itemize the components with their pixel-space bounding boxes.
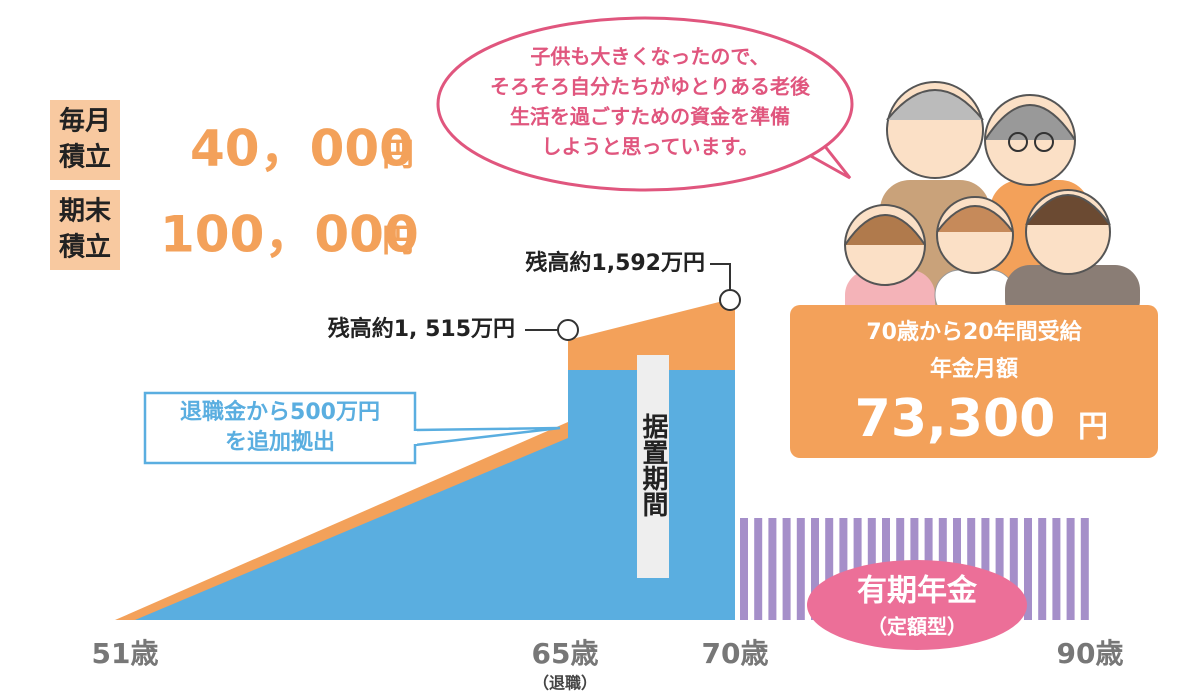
stripe (1080, 518, 1089, 620)
balance: 残高約1,592万円 (525, 250, 705, 276)
pension-text: 年金月額 (930, 356, 1018, 382)
label: 積立 (59, 232, 111, 263)
stripe (796, 518, 805, 620)
stripe (825, 518, 834, 620)
stripe (981, 518, 990, 620)
label-box (50, 190, 120, 270)
family-illustration (844, 81, 1140, 330)
stripe (811, 518, 819, 620)
stripe (1038, 518, 1047, 620)
unit: 円 (382, 221, 414, 259)
stripe (1009, 518, 1018, 620)
stripe (782, 518, 791, 620)
note-text: を追加拠出 (225, 429, 335, 455)
speech-line: そろそろ自分たちがゆとりある老後 (490, 75, 811, 99)
pension-unit: 円 (1078, 410, 1108, 445)
stripe (839, 518, 848, 620)
stripe (768, 518, 777, 620)
annuity-badge (807, 560, 1027, 650)
stripe (754, 518, 763, 620)
label: 毎月 (59, 107, 111, 137)
retire-label: （退職） (533, 674, 597, 693)
stripe (1052, 518, 1061, 620)
label: 期末 (59, 197, 112, 227)
age-label: 65歳 (532, 637, 599, 670)
speech-bubble (436, 16, 854, 192)
stripe (995, 518, 1004, 620)
deferral-bar (637, 355, 669, 578)
bubble-join (807, 139, 823, 149)
amount: 100，000 (160, 206, 419, 264)
stripe (1024, 518, 1032, 620)
pension-text: 70歳から20年間受給 (866, 319, 1082, 345)
orange-deferral (568, 298, 735, 370)
pension-box (790, 305, 1158, 458)
note-tail (414, 426, 561, 447)
annuity-kind: （定額型） (867, 615, 967, 639)
balance: 残高約1, 515万円 (328, 316, 515, 342)
pension-amount: 73,300 (855, 389, 1056, 449)
speech-line: 子供も大きくなったので、 (530, 45, 769, 69)
blue-accumulation (135, 438, 568, 620)
age-label: 70歳 (702, 637, 769, 670)
note-box (143, 391, 417, 465)
amount: 40，000 (190, 120, 414, 178)
speech-line: しようと思っています。 (542, 135, 759, 159)
age-label: 90歳 (1057, 637, 1124, 670)
note-text: 退職金から500万円 (180, 399, 380, 425)
stripe (740, 518, 748, 620)
speech-line: 生活を過ごすための資金を準備 (510, 105, 790, 129)
annuity-name: 有期年金 (857, 574, 978, 609)
leader (710, 263, 731, 290)
label: 積立 (59, 142, 111, 173)
stripe (1066, 518, 1075, 620)
age-label: 51歳 (92, 637, 159, 670)
marker (557, 319, 579, 341)
deferral-label: 据置期間 (638, 413, 668, 517)
marker (719, 289, 741, 311)
unit: 円 (382, 135, 414, 173)
label-box (50, 100, 120, 180)
